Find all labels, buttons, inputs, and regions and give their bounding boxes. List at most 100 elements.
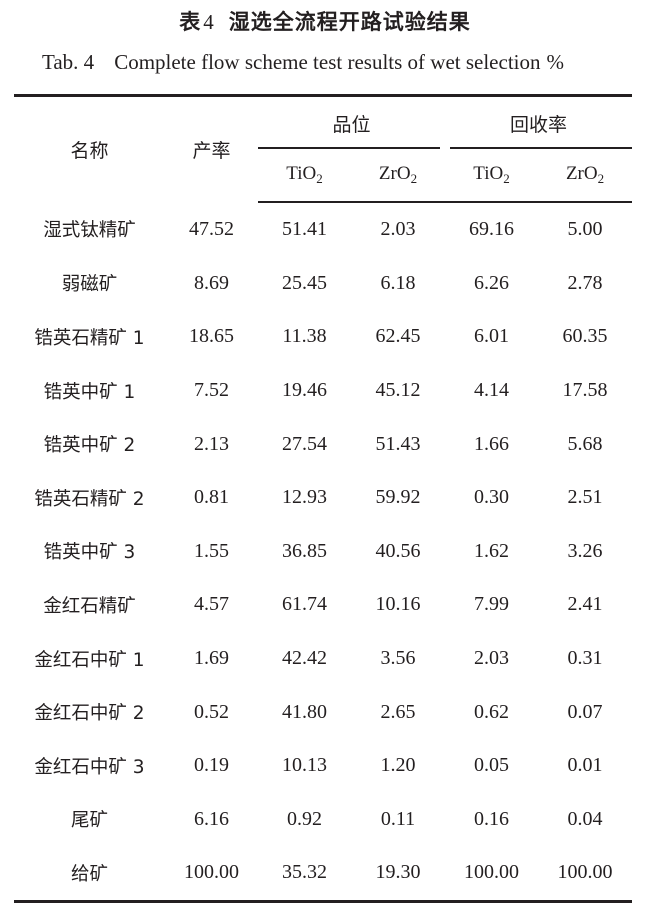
cell-value: 0.62: [474, 700, 510, 723]
caption-number: 4: [203, 10, 215, 34]
caption-unit: %: [546, 50, 565, 74]
row-name: 锆英石精矿 1: [34, 327, 145, 349]
cell-value: 1.69: [194, 647, 229, 670]
cell-value: 47.52: [189, 217, 234, 240]
cell-value: 100.00: [464, 861, 520, 884]
header-grade: 品位: [258, 96, 445, 149]
cell-value: 60.35: [562, 325, 608, 348]
cell-value: 11.38: [282, 325, 327, 348]
cell-value: 3.56: [380, 647, 416, 670]
row-name: 金红石中矿 2: [34, 703, 145, 725]
table-row: 锆英石精矿 2 0.81 12.93 59.92 0.30 2.51: [14, 471, 632, 525]
caption-prefix: 表: [179, 10, 202, 34]
results-table: 名称 产率 品位 回收率 TiO2 ZrO2 TiO2 ZrO2 湿式钛精矿 47.52…: [14, 94, 633, 903]
table-row: 给矿 100.00 35.32 19.30 100.00 100.00: [14, 846, 632, 901]
table-row: 金红石中矿 3 0.19 10.13 1.20 0.05 0.01: [14, 739, 632, 793]
cell-value: 5.00: [567, 218, 603, 241]
row-name: 锆英中矿 2: [43, 435, 136, 457]
cell-value: 61.74: [282, 593, 327, 616]
cell-value: 0.30: [474, 486, 510, 509]
row-name: 锆英中矿 1: [43, 381, 136, 403]
table-row: 弱磁矿 8.69 25.45 6.18 6.26 2.78: [14, 257, 632, 311]
cell-value: 0.16: [474, 807, 510, 830]
row-name: 湿式钛精矿: [43, 220, 136, 242]
row-name: 金红石中矿 3: [34, 756, 145, 778]
row-name: 金红石精矿: [43, 595, 136, 617]
cell-value: 1.66: [474, 432, 510, 455]
cell-value: 27.54: [282, 432, 327, 455]
cell-value: 4.14: [474, 379, 510, 402]
cell-value: 7.99: [474, 593, 510, 616]
cell-value: 36.85: [282, 539, 327, 562]
cell-value: 100.00: [557, 861, 613, 884]
caption-title-en: Complete flow scheme test results of wet…: [114, 50, 541, 74]
cell-value: 0.07: [567, 700, 603, 723]
cell-value: 2.51: [567, 486, 603, 509]
header-name: 名称: [70, 140, 109, 162]
cell-value: 1.55: [194, 539, 229, 562]
row-name: 锆英中矿 3: [43, 542, 136, 564]
cell-value: 51.41: [282, 218, 327, 241]
table-row: 金红石精矿 4.57 61.74 10.16 7.99 2.41: [14, 578, 632, 632]
cell-value: 40.56: [375, 539, 421, 562]
cell-value: 62.45: [375, 325, 421, 348]
table-row: 锆英石精矿 1 18.65 11.38 62.45 6.01 60.35: [14, 310, 632, 364]
header-sub-recovery-tio2: TiO2: [445, 149, 539, 203]
caption-title-cn: 湿选全流程开路试验结果: [228, 10, 471, 34]
cell-value: 35.32: [282, 861, 327, 884]
row-name: 弱磁矿: [61, 274, 118, 296]
cell-value: 6.01: [474, 325, 510, 348]
cell-value: 69.16: [469, 218, 515, 241]
cell-value: 12.93: [282, 486, 327, 509]
cell-value: 1.20: [380, 754, 416, 777]
table-row: 锆英中矿 2 2.13 27.54 51.43 1.66 5.68: [14, 417, 632, 471]
cell-value: 17.58: [562, 379, 608, 402]
table-caption-cn: 表4 湿选全流程开路试验结果: [0, 6, 650, 36]
cell-value: 2.78: [567, 271, 603, 294]
cell-value: 45.12: [375, 379, 421, 402]
cell-value: 3.26: [567, 539, 603, 562]
table-caption-en: Tab. 4 Complete flow scheme test results …: [42, 50, 564, 75]
header-sub-grade-zro2: ZrO2: [351, 149, 446, 203]
cell-value: 0.92: [287, 807, 322, 830]
cell-value: 2.41: [567, 593, 603, 616]
cell-value: 1.62: [474, 539, 510, 562]
cell-value: 2.13: [194, 432, 229, 455]
cell-value: 25.45: [282, 271, 327, 294]
cell-value: 10.13: [282, 754, 327, 777]
cell-value: 2.03: [474, 647, 510, 670]
cell-value: 0.05: [474, 754, 510, 777]
cell-value: 2.03: [380, 218, 416, 241]
cell-value: 19.46: [282, 379, 327, 402]
table-row: 金红石中矿 1 1.69 42.42 3.56 2.03 0.31: [14, 632, 632, 686]
cell-value: 10.16: [375, 593, 421, 616]
cell-value: 8.69: [194, 271, 229, 294]
cell-value: 0.81: [194, 486, 229, 509]
cell-value: 6.16: [194, 807, 229, 830]
header-recovery: 回收率: [445, 96, 633, 149]
row-name: 尾矿: [70, 810, 108, 832]
table-row: 锆英中矿 1 7.52 19.46 45.12 4.14 17.58: [14, 364, 632, 418]
row-name: 给矿: [70, 863, 108, 885]
cell-value: 0.04: [567, 807, 603, 830]
caption-en-prefix: Tab. 4: [42, 50, 95, 74]
table-row: 锆英中矿 3 1.55 36.85 40.56 1.62 3.26: [14, 525, 632, 579]
cell-value: 51.43: [375, 432, 421, 455]
header-yield: 产率: [192, 140, 231, 162]
cell-value: 5.68: [567, 432, 603, 455]
cell-value: 59.92: [375, 486, 421, 509]
table-row: 湿式钛精矿 47.52 51.41 2.03 69.16 5.00: [14, 202, 632, 257]
cell-value: 0.31: [567, 647, 603, 670]
cell-value: 7.52: [194, 379, 229, 402]
cell-value: 4.57: [194, 593, 229, 616]
cell-value: 0.52: [194, 700, 229, 723]
cell-value: 100.00: [184, 861, 239, 884]
cell-value: 6.18: [380, 271, 416, 294]
table-row: 金红石中矿 2 0.52 41.80 2.65 0.62 0.07: [14, 685, 632, 739]
cell-value: 0.11: [380, 807, 416, 830]
row-name: 锆英石精矿 2: [34, 488, 145, 510]
cell-value: 0.19: [194, 754, 229, 777]
cell-value: 41.80: [282, 700, 327, 723]
header-sub-grade-tio2: TiO2: [258, 149, 351, 203]
cell-value: 42.42: [282, 647, 327, 670]
